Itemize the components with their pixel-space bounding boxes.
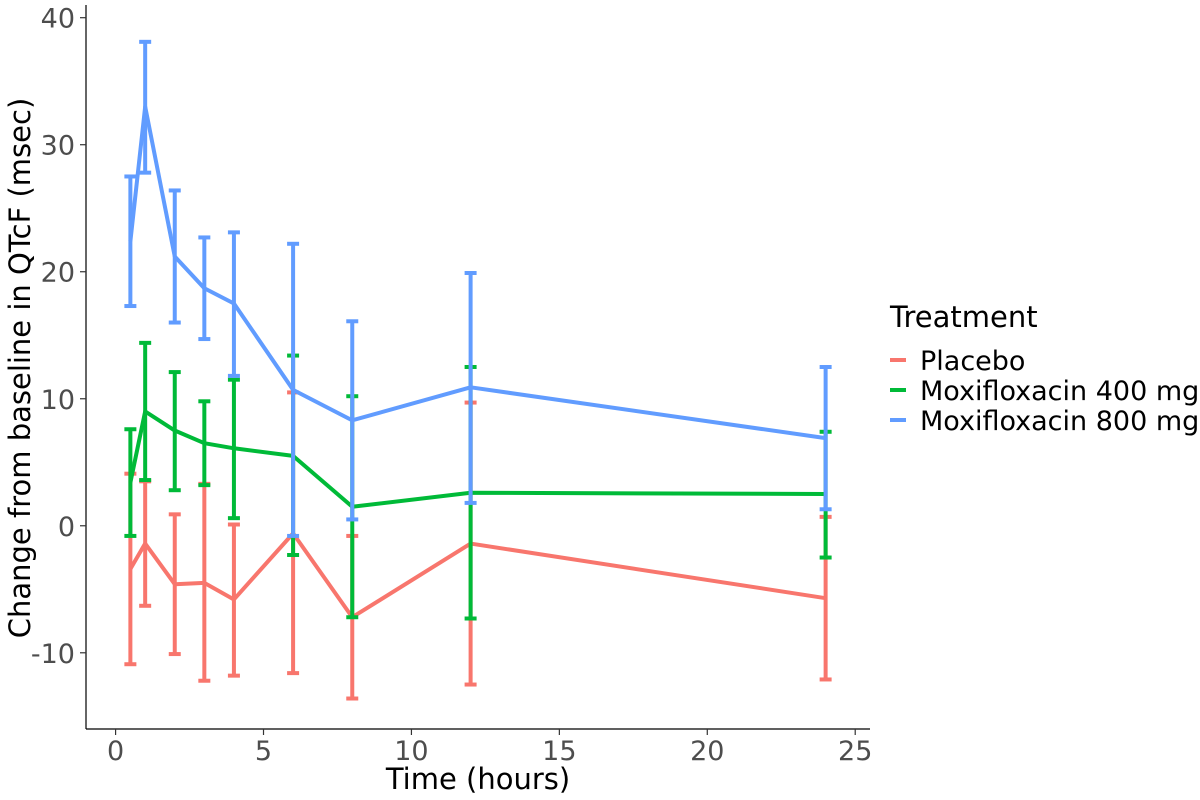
legend-label: Placebo (920, 346, 1025, 377)
y-axis-title: Change from baseline in QTcF (msec) (3, 98, 37, 639)
x-tick-label: 10 (394, 736, 428, 767)
x-tick-label: 20 (690, 736, 724, 767)
y-tick-label: 0 (58, 512, 75, 543)
series-line (128, 409, 826, 509)
legend-title: Treatment (889, 300, 1038, 334)
x-tick-label: 15 (542, 736, 576, 767)
legend-label: Moxifloxacin 800 mg (920, 406, 1199, 437)
series-line (128, 531, 826, 620)
y-tick-label: 20 (41, 258, 75, 289)
x-tick-label: 0 (107, 736, 124, 767)
x-axis-title: Time (hours) (385, 762, 570, 796)
y-tick-label: 30 (41, 131, 75, 162)
x-tick-label: 25 (838, 736, 872, 767)
series-layer (124, 39, 832, 701)
y-tick-label: 40 (41, 4, 75, 35)
series-group (124, 340, 832, 621)
y-tick-label: 10 (41, 385, 75, 416)
series-group (124, 39, 832, 538)
y-tick-label: -10 (31, 639, 75, 670)
x-tick-label: 5 (255, 736, 272, 767)
series-line (128, 104, 826, 441)
axes: 0 5 10 15 20 25 -10 0 10 20 30 40 (31, 4, 872, 767)
legend-label: Moxifloxacin 400 mg (920, 376, 1199, 407)
series-group (124, 390, 832, 701)
